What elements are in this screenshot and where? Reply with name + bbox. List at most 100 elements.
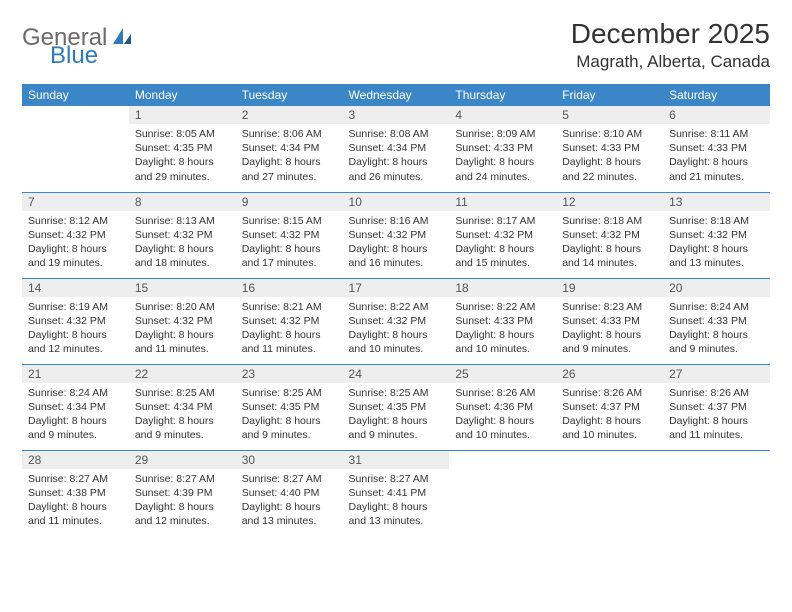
day-number: 9 bbox=[236, 193, 343, 211]
day-number: 7 bbox=[22, 193, 129, 211]
sunset-line: Sunset: 4:34 PM bbox=[349, 142, 427, 154]
day-number: 16 bbox=[236, 279, 343, 297]
sunrise-line: Sunrise: 8:05 AM bbox=[135, 128, 215, 140]
calendar-cell: 30Sunrise: 8:27 AMSunset: 4:40 PMDayligh… bbox=[236, 450, 343, 536]
day-details: Sunrise: 8:18 AM Sunset: 4:32 PM Daylight:… bbox=[663, 211, 770, 275]
day-number: 23 bbox=[236, 365, 343, 383]
daylight-line: Daylight: 8 hours and 12 minutes. bbox=[135, 501, 214, 527]
sunrise-line: Sunrise: 8:08 AM bbox=[349, 128, 429, 140]
day-number: 18 bbox=[449, 279, 556, 297]
sunrise-line: Sunrise: 8:25 AM bbox=[135, 387, 215, 399]
sunset-line: Sunset: 4:37 PM bbox=[562, 401, 640, 413]
day-details: Sunrise: 8:06 AMSunset: 4:34 PMDaylight:… bbox=[236, 124, 343, 188]
sunrise-line: Sunrise: 8:06 AM bbox=[242, 128, 322, 140]
sunset-line: Sunset: 4:32 PM bbox=[28, 315, 106, 327]
daylight-line: Daylight: 8 hours and 11 minutes. bbox=[669, 415, 748, 441]
day-details: Sunrise: 8:27 AMSunset: 4:39 PMDaylight:… bbox=[129, 469, 236, 533]
calendar-cell: 8Sunrise: 8:13 AMSunset: 4:32 PMDaylight… bbox=[129, 192, 236, 278]
daylight-line: Daylight: 8 hours and 11 minutes. bbox=[28, 501, 107, 527]
sunset-line: Sunset: 4:33 PM bbox=[562, 315, 640, 327]
day-number: 14 bbox=[22, 279, 129, 297]
dayname-thursday: Thursday bbox=[449, 84, 556, 106]
sunset-line: Sunset: 4:34 PM bbox=[28, 401, 106, 413]
daylight-line: Daylight: 8 hours and 9 minutes. bbox=[669, 329, 748, 355]
sunset-line: Sunset: 4:32 PM bbox=[28, 229, 106, 241]
sunrise-line: Sunrise: 8:27 AM bbox=[28, 473, 108, 485]
day-number: 30 bbox=[236, 451, 343, 469]
daylight-line: Daylight: 8 hours and 13 minutes. bbox=[349, 501, 428, 527]
daylight-line: Daylight: 8 hours and 13 minutes. bbox=[669, 243, 748, 269]
daylight-line: Daylight: 8 hours and 11 minutes. bbox=[242, 329, 321, 355]
calendar-cell: 22Sunrise: 8:25 AMSunset: 4:34 PMDayligh… bbox=[129, 364, 236, 450]
day-details: Sunrise: 8:19 AMSunset: 4:32 PMDaylight:… bbox=[22, 297, 129, 361]
month-title: December 2025 bbox=[571, 18, 770, 50]
daylight-line: Daylight: 8 hours and 11 minutes. bbox=[135, 329, 214, 355]
sunset-line: Sunset: 4:36 PM bbox=[455, 401, 533, 413]
day-number: 2 bbox=[236, 106, 343, 124]
calendar-cell: 24Sunrise: 8:25 AMSunset: 4:35 PMDayligh… bbox=[343, 364, 450, 450]
sunrise-line: Sunrise: 8:13 AM bbox=[135, 215, 215, 227]
day-number: 31 bbox=[343, 451, 450, 469]
day-number: 29 bbox=[129, 451, 236, 469]
daylight-line: Daylight: 8 hours and 10 minutes. bbox=[455, 329, 534, 355]
logo-text-blue: Blue bbox=[50, 42, 98, 69]
sunset-line: Sunset: 4:32 PM bbox=[669, 229, 747, 241]
dayname-row: Sunday Monday Tuesday Wednesday Thursday… bbox=[22, 84, 770, 106]
day-number: 19 bbox=[556, 279, 663, 297]
day-number: 15 bbox=[129, 279, 236, 297]
day-details: Sunrise: 8:25 AMSunset: 4:34 PMDaylight:… bbox=[129, 383, 236, 447]
day-details: Sunrise: 8:25 AMSunset: 4:35 PMDaylight:… bbox=[343, 383, 450, 447]
daylight-line: Daylight: 8 hours and 10 minutes. bbox=[455, 415, 534, 441]
day-number: 1 bbox=[129, 106, 236, 124]
daylight-line: Daylight: 8 hours and 19 minutes. bbox=[28, 243, 107, 269]
sunrise-line: Sunrise: 8:17 AM bbox=[455, 215, 535, 227]
sunset-line: Sunset: 4:35 PM bbox=[135, 142, 213, 154]
calendar-cell: 5Sunrise: 8:10 AMSunset: 4:33 PMDaylight… bbox=[556, 106, 663, 192]
day-details: Sunrise: 8:26 AMSunset: 4:37 PMDaylight:… bbox=[663, 383, 770, 447]
calendar-cell: 14Sunrise: 8:19 AMSunset: 4:32 PMDayligh… bbox=[22, 278, 129, 364]
calendar-table: Sunday Monday Tuesday Wednesday Thursday… bbox=[22, 84, 770, 536]
day-details: Sunrise: 8:27 AMSunset: 4:38 PMDaylight:… bbox=[22, 469, 129, 533]
calendar-cell: 27Sunrise: 8:26 AMSunset: 4:37 PMDayligh… bbox=[663, 364, 770, 450]
calendar-cell bbox=[663, 450, 770, 536]
day-details: Sunrise: 8:11 AMSunset: 4:33 PMDaylight:… bbox=[663, 124, 770, 188]
sunset-line: Sunset: 4:39 PM bbox=[135, 487, 213, 499]
sunset-line: Sunset: 4:40 PM bbox=[242, 487, 320, 499]
daylight-line: Daylight: 8 hours and 26 minutes. bbox=[349, 156, 428, 182]
day-number: 17 bbox=[343, 279, 450, 297]
sunset-line: Sunset: 4:33 PM bbox=[669, 315, 747, 327]
calendar-cell: 6Sunrise: 8:11 AMSunset: 4:33 PMDaylight… bbox=[663, 106, 770, 192]
day-number: 6 bbox=[663, 106, 770, 124]
day-number: 27 bbox=[663, 365, 770, 383]
day-details: Sunrise: 8:08 AM Sunset: 4:34 PM Daylight:… bbox=[343, 124, 450, 188]
calendar-cell bbox=[556, 450, 663, 536]
dayname-wednesday: Wednesday bbox=[343, 84, 450, 106]
daylight-line: Daylight: 8 hours and 9 minutes. bbox=[562, 329, 641, 355]
daylight-line: Daylight: 8 hours and 9 minutes. bbox=[349, 415, 428, 441]
title-block: December 2025 Magrath, Alberta, Canada bbox=[571, 18, 770, 72]
sunrise-line: Sunrise: 8:26 AM bbox=[562, 387, 642, 399]
day-details: Sunrise: 8:16 AMSunset: 4:32 PMDaylight:… bbox=[343, 211, 450, 275]
day-details: Sunrise: 8:21 AMSunset: 4:32 PMDaylight:… bbox=[236, 297, 343, 361]
calendar-cell: 15Sunrise: 8:20 AMSunset: 4:32 PMDayligh… bbox=[129, 278, 236, 364]
day-details: Sunrise: 8:27 AMSunset: 4:41 PMDaylight:… bbox=[343, 469, 450, 533]
sunrise-line: Sunrise: 8:11 AM bbox=[669, 128, 748, 140]
sunset-line: Sunset: 4:33 PM bbox=[562, 142, 640, 154]
daylight-line: Daylight: 8 hours and 27 minutes. bbox=[242, 156, 321, 182]
sunrise-line: Sunrise: 8:10 AM bbox=[562, 128, 642, 140]
sunset-line: Sunset: 4:32 PM bbox=[135, 229, 213, 241]
calendar-week: 21Sunrise: 8:24 AMSunset: 4:34 PMDayligh… bbox=[22, 364, 770, 450]
day-details: Sunrise: 8:17 AMSunset: 4:32 PMDaylight:… bbox=[449, 211, 556, 275]
sunrise-line: Sunrise: 8:18 AM bbox=[669, 215, 749, 227]
calendar-cell: 19 Sunrise: 8:23 AM Sunset: 4:33 PM Dayligh… bbox=[556, 278, 663, 364]
sunrise-line: Sunrise: 8:23 AM bbox=[562, 301, 642, 313]
day-number: 4 bbox=[449, 106, 556, 124]
calendar-cell: 1Sunrise: 8:05 AMSunset: 4:35 PMDaylight… bbox=[129, 106, 236, 192]
logo-sail-icon bbox=[111, 26, 133, 51]
sunset-line: Sunset: 4:32 PM bbox=[349, 315, 427, 327]
sunset-line: Sunset: 4:32 PM bbox=[135, 315, 213, 327]
sunrise-line: Sunrise: 8:18 AM bbox=[562, 215, 642, 227]
sunset-line: Sunset: 4:32 PM bbox=[242, 229, 320, 241]
day-details: Sunrise: 8:24 AMSunset: 4:33 PMDaylight:… bbox=[663, 297, 770, 361]
calendar-cell: 16Sunrise: 8:21 AMSunset: 4:32 PMDayligh… bbox=[236, 278, 343, 364]
